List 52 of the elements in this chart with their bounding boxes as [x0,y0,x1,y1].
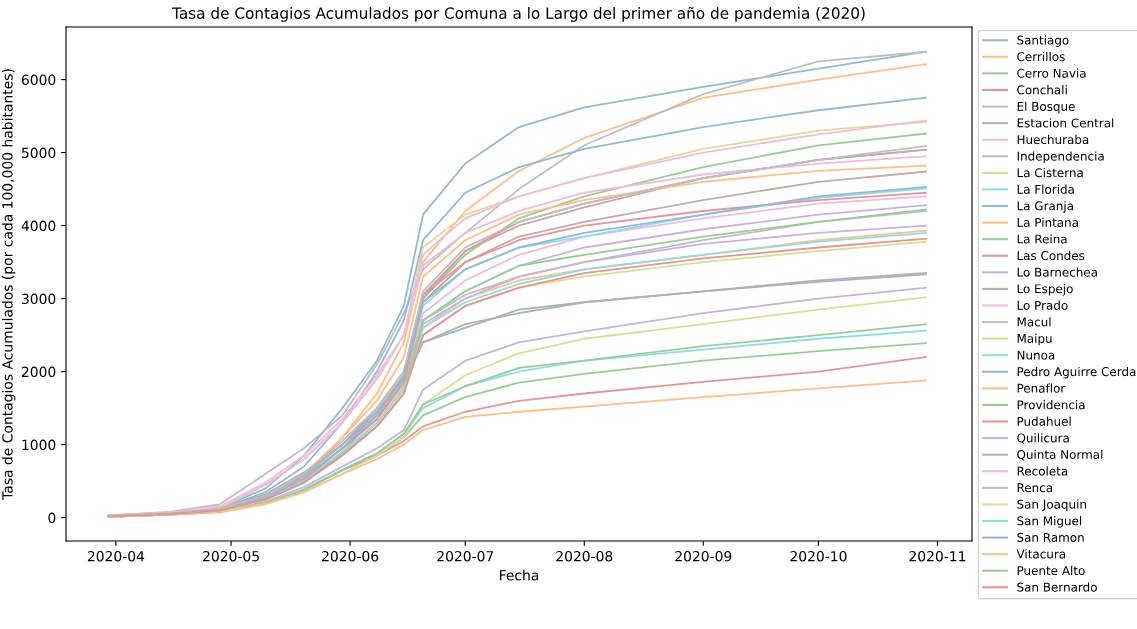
legend-label: Providencia [1017,400,1085,410]
legend-label: Maipu [1017,333,1052,346]
x-tick-label: 2020-11 [909,550,966,562]
legend-label: Lo Espejo [1017,284,1073,296]
legend-label: Vitacura [1016,549,1066,559]
legend-label: Macul [1017,317,1051,327]
legend-label: Pedro Aguirre Cerda [1017,366,1136,379]
legend-label: Pudahuel [1017,416,1071,426]
legend-label: Lo Barnechea [1017,267,1097,277]
x-tick-label: 2020-06 [322,550,379,562]
legend-label: Santiago [1017,35,1069,47]
legend-label: Renca [1017,483,1053,493]
legend-label: Recoleta [1017,466,1068,476]
legend-label: El Bosque [1017,101,1075,114]
legend-label: Penaflor [1017,383,1066,393]
legend-label: Estacion Central [1017,118,1114,128]
legend-label: Cerrillos [1017,51,1065,62]
y-tick-label: 0 [48,512,56,524]
legend-label: Puente Alto [1017,565,1085,576]
chart-title: Tasa de Contagios Acumulados por Comuna a lo Largo del primer año de pandemia (2020) [172,6,865,22]
legend-label: La Cisterna [1017,167,1083,178]
x-tick-label: 2020-07 [437,550,494,562]
legend-label: Las Condes [1017,250,1085,261]
x-tick-label: 2020-04 [87,550,145,562]
y-tick-label: 3000 [21,293,56,305]
y-tick-label: 1000 [22,439,56,451]
legend-label: La Pintana [1017,217,1078,227]
legend-label: La Florida [1017,184,1074,194]
legend-label: Quilicura [1017,433,1069,444]
legend-label: Cerro Navia [1017,68,1086,78]
legend-label: La Granja [1017,201,1073,213]
legend-label: Huechuraba [1017,134,1089,145]
legend-label: Lo Prado [1017,300,1068,310]
legend-label: San Joaquin [1017,499,1086,512]
y-axis-title: Tasa de Contagios Acumulados (por cada 100,000 habitantes) [1,69,16,500]
x-axis-title: Fecha [500,569,539,581]
legend-label: Quinta Normal [1017,449,1103,461]
legend-label: Conchali [1017,85,1067,95]
legend-label: San Ramon [1017,532,1084,542]
y-tick-label: 2000 [21,366,56,378]
legend-label: La Reina [1017,234,1067,244]
y-tick-label: 6000 [21,74,56,86]
legend-label: Nunoa [1017,350,1055,360]
legend-label: San Bernardo [1017,582,1097,592]
x-tick-label: 2020-08 [556,550,613,562]
legend-label: San Miguel [1017,516,1082,528]
legend-label: Independencia [1017,151,1104,163]
x-tick-label: 2020-09 [675,550,732,562]
x-tick-label: 2020-05 [203,550,259,562]
y-tick-label: 5000 [22,147,56,159]
x-tick-label: 2020-10 [790,550,847,562]
y-tick-label: 4000 [21,220,56,232]
